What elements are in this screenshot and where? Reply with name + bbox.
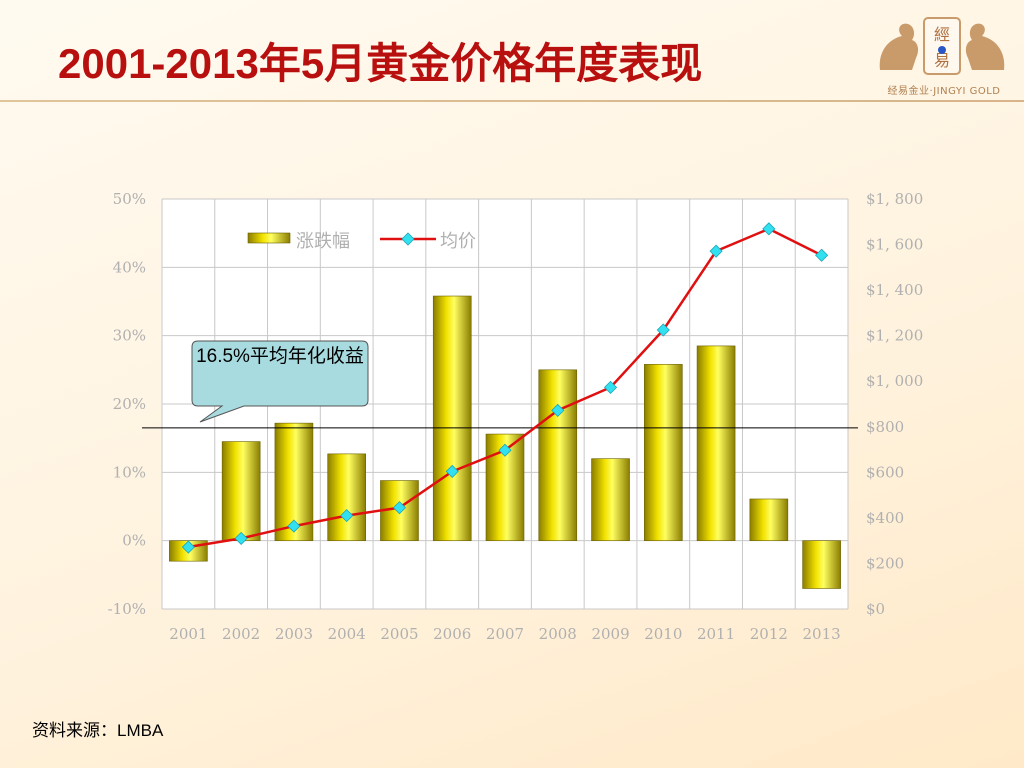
x-tick-label: 2011 <box>697 625 735 643</box>
left-tick-label: 40% <box>113 258 146 276</box>
right-tick-label: $1, 200 <box>866 327 923 345</box>
logo-char-2: 易 <box>934 51 950 70</box>
legend: 涨跌幅 均价 <box>247 231 476 252</box>
price-marker-2006 <box>445 464 459 478</box>
bar-2008 <box>538 369 578 541</box>
right-tick-label: $200 <box>866 554 904 572</box>
right-tick-label: $1, 000 <box>866 372 923 390</box>
price-marker-2003 <box>287 519 301 533</box>
x-tick-label: 2013 <box>803 625 841 643</box>
x-tick-label: 2008 <box>539 625 577 643</box>
bar-2009 <box>591 458 630 541</box>
price-marker-2011 <box>709 244 723 258</box>
bar-2013 <box>802 540 841 589</box>
right-axis-ticks: $0 $200 $400 $600 $800 $1, 000 $1, 200 $1, 400 $… <box>866 190 923 618</box>
price-marker-2002 <box>234 531 248 545</box>
price-marker-2012 <box>762 222 776 236</box>
left-axis-ticks: -10% 0% 10% 20% 30% 40% 50% <box>108 190 146 618</box>
source-note: 资料来源：LMBA <box>32 721 164 740</box>
bar-2004 <box>327 453 366 541</box>
x-axis-ticks: 2001 2002 2003 2004 2005 2006 2007 2008 2009 2010… <box>169 625 840 643</box>
x-tick-label: 2006 <box>433 625 471 643</box>
legend-label-price: 均价 <box>440 231 476 252</box>
legend-bar-swatch <box>247 232 291 244</box>
x-tick-label: 2010 <box>644 625 682 643</box>
left-tick-label: 30% <box>113 327 146 345</box>
legend-label-change: 涨跌幅 <box>296 231 350 252</box>
x-tick-label: 2012 <box>750 625 788 643</box>
page-title: 2001-2013年5月黄金价格年度表现 <box>58 40 703 87</box>
price-marker-2008 <box>551 403 565 417</box>
right-tick-label: $800 <box>866 418 904 436</box>
price-marker-2005 <box>392 501 407 515</box>
right-tick-label: $1, 800 <box>866 190 923 208</box>
jingyi-logo: 經 易 <box>879 17 1005 75</box>
bar-2006 <box>432 295 472 541</box>
left-tick-label: 0% <box>122 532 146 550</box>
x-tick-label: 2001 <box>169 625 207 643</box>
price-marker-2007 <box>498 443 512 457</box>
bar-series <box>169 295 841 589</box>
right-tick-label: $0 <box>866 600 885 618</box>
grid-lines <box>161 198 849 610</box>
left-tick-label: 10% <box>113 463 146 481</box>
right-tick-label: $400 <box>866 509 904 527</box>
right-tick-label: $1, 400 <box>866 281 923 299</box>
left-tick-label: 20% <box>113 395 146 413</box>
line-series <box>181 222 829 554</box>
x-tick-label: 2002 <box>222 625 260 643</box>
logo-char-1: 經 <box>934 25 950 44</box>
bar-2011 <box>696 345 736 541</box>
price-marker-2009 <box>603 380 618 394</box>
left-tick-label: -10% <box>108 600 146 618</box>
right-tick-label: $1, 600 <box>866 236 923 254</box>
right-tick-label: $600 <box>866 463 904 481</box>
bar-2010 <box>644 364 683 541</box>
left-tick-label: 50% <box>113 190 146 208</box>
price-marker-2001 <box>181 540 195 554</box>
x-tick-label: 2009 <box>591 625 629 643</box>
callout-bubble <box>191 340 369 423</box>
x-tick-label: 2005 <box>380 625 418 643</box>
price-marker-2004 <box>340 509 354 523</box>
x-tick-label: 2007 <box>486 625 524 643</box>
logo-caption: 经易金业·JINGYI GOLD <box>887 86 1001 97</box>
bar-2002 <box>221 441 261 541</box>
average-return-callout: 16.5%平均年化收益 <box>196 346 364 367</box>
price-marker-2013 <box>815 248 829 262</box>
x-tick-label: 2004 <box>328 625 366 643</box>
price-marker-2010 <box>656 323 670 337</box>
bar-2012 <box>749 498 789 541</box>
legend-marker-swatch <box>401 232 415 246</box>
title-divider <box>0 100 1024 102</box>
x-tick-label: 2003 <box>275 625 313 643</box>
